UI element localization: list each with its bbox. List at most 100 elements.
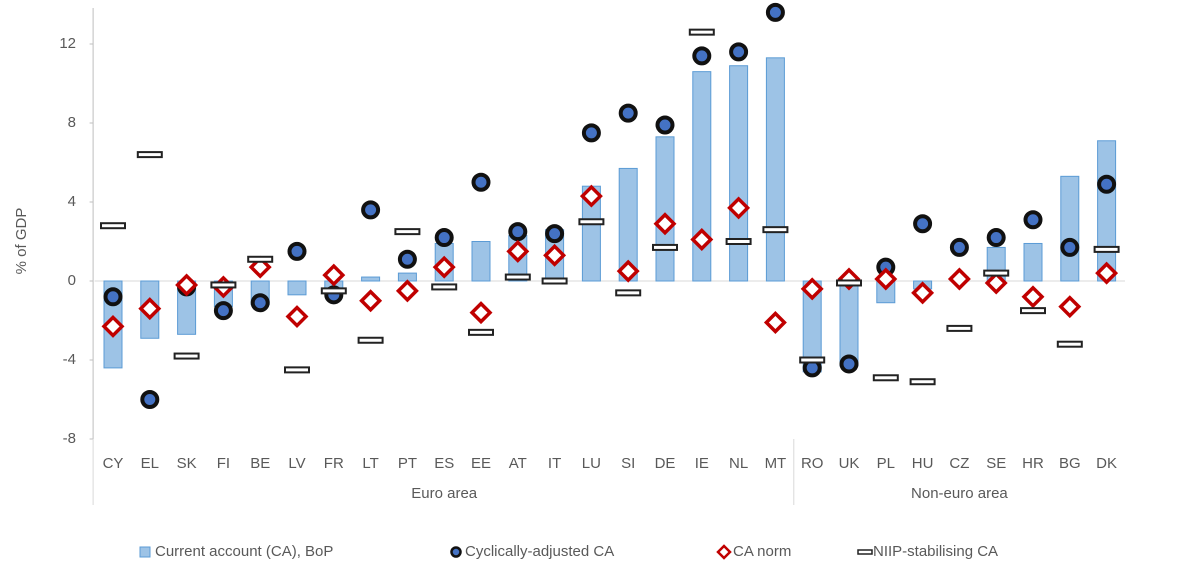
cyc-marker xyxy=(508,222,528,242)
norm-marker xyxy=(800,277,824,301)
x-tick-label: LT xyxy=(362,455,378,472)
x-tick-label: EE xyxy=(471,455,491,472)
niip-marker xyxy=(909,378,936,386)
norm-marker xyxy=(395,279,419,303)
x-tick-label: PL xyxy=(877,455,895,472)
norm-marker xyxy=(763,311,787,334)
niip-marker xyxy=(1093,245,1120,253)
bar xyxy=(1097,140,1117,282)
norm-marker xyxy=(911,281,935,305)
niip-marker xyxy=(578,218,605,226)
niip-marker xyxy=(688,28,715,36)
norm-marker xyxy=(1058,295,1082,319)
niip-marker xyxy=(284,366,310,374)
niip-marker xyxy=(725,238,752,245)
niip-marker xyxy=(210,281,237,289)
y-axis-label: % of GDP xyxy=(13,208,30,275)
niip-marker xyxy=(762,226,789,234)
x-tick-label: FR xyxy=(324,455,344,472)
cyc-marker xyxy=(1060,237,1080,257)
cyc-marker xyxy=(986,228,1006,248)
legend-swatch xyxy=(716,544,732,560)
cyc-marker xyxy=(140,390,160,409)
y-tick-label: 0 xyxy=(68,272,76,289)
x-tick-label: RO xyxy=(801,455,824,472)
niip-marker xyxy=(468,328,494,336)
bar xyxy=(1023,242,1043,282)
norm-marker xyxy=(138,297,162,321)
x-tick-label: LU xyxy=(582,455,601,472)
cyc-marker xyxy=(434,228,454,248)
cyc-marker xyxy=(729,42,749,62)
cyc-marker xyxy=(250,293,270,313)
bar xyxy=(729,65,749,282)
cyc-marker xyxy=(765,2,785,22)
bar xyxy=(692,71,712,282)
niip-marker xyxy=(872,374,899,382)
bar xyxy=(655,136,675,282)
norm-marker xyxy=(101,314,125,338)
y-tick-label: 8 xyxy=(68,114,76,131)
x-tick-label: FI xyxy=(217,455,230,472)
norm-marker xyxy=(432,255,456,279)
legend-label: CA norm xyxy=(733,543,791,560)
norm-marker xyxy=(469,301,493,325)
norm-marker xyxy=(1021,285,1045,309)
norm-marker xyxy=(874,267,898,291)
niip-marker xyxy=(541,277,568,285)
cyc-marker xyxy=(397,249,417,269)
niip-marker xyxy=(173,352,200,360)
legend-swatch xyxy=(139,546,151,558)
cyc-marker xyxy=(581,123,601,143)
norm-marker xyxy=(322,263,346,287)
norm-marker xyxy=(616,259,640,283)
cyc-marker xyxy=(949,237,969,257)
cyc-marker xyxy=(618,103,638,123)
niip-marker xyxy=(836,279,862,287)
norm-marker xyxy=(506,239,530,263)
niip-marker xyxy=(357,336,384,344)
cyc-marker xyxy=(287,241,307,261)
norm-marker xyxy=(690,228,714,251)
cyc-marker xyxy=(839,354,859,374)
cyc-marker xyxy=(103,287,123,307)
norm-marker xyxy=(285,305,309,329)
legend-label: Current account (CA), BoP xyxy=(155,543,333,560)
niip-marker xyxy=(615,289,642,297)
niip-marker xyxy=(394,228,421,236)
niip-marker xyxy=(247,255,274,263)
niip-marker xyxy=(1020,307,1046,315)
niip-marker xyxy=(652,243,678,251)
x-tick-label: UK xyxy=(839,455,860,472)
niip-marker xyxy=(983,269,1010,277)
cyc-marker xyxy=(692,46,712,66)
norm-marker xyxy=(579,184,603,208)
x-tick-label: PT xyxy=(398,455,417,472)
x-tick-label: CY xyxy=(103,455,124,472)
y-tick-label: 12 xyxy=(59,35,76,52)
x-tick-label: SE xyxy=(986,455,1006,472)
legend-swatch xyxy=(450,546,462,558)
x-tick-label: NL xyxy=(729,455,748,472)
y-tick-label: -8 xyxy=(63,430,76,447)
x-tick-label: DK xyxy=(1096,455,1117,472)
x-tick-label: IT xyxy=(548,455,561,472)
x-tick-label: BE xyxy=(250,455,270,472)
bar xyxy=(765,57,785,282)
niip-marker xyxy=(1056,340,1083,348)
norm-marker xyxy=(175,273,199,297)
cyc-marker xyxy=(1097,174,1117,194)
norm-marker xyxy=(359,289,383,313)
y-tick-label: 4 xyxy=(68,193,76,210)
bar xyxy=(471,241,491,282)
x-tick-label: BG xyxy=(1059,455,1081,472)
x-tick-label: LV xyxy=(288,455,305,472)
x-tick-label: DE xyxy=(655,455,676,472)
niip-marker xyxy=(946,324,973,332)
cyc-marker xyxy=(1023,210,1043,230)
x-tick-label: EL xyxy=(141,455,159,472)
niip-marker xyxy=(136,151,163,159)
x-tick-label: CZ xyxy=(949,455,969,472)
x-tick-label: IE xyxy=(695,455,709,472)
